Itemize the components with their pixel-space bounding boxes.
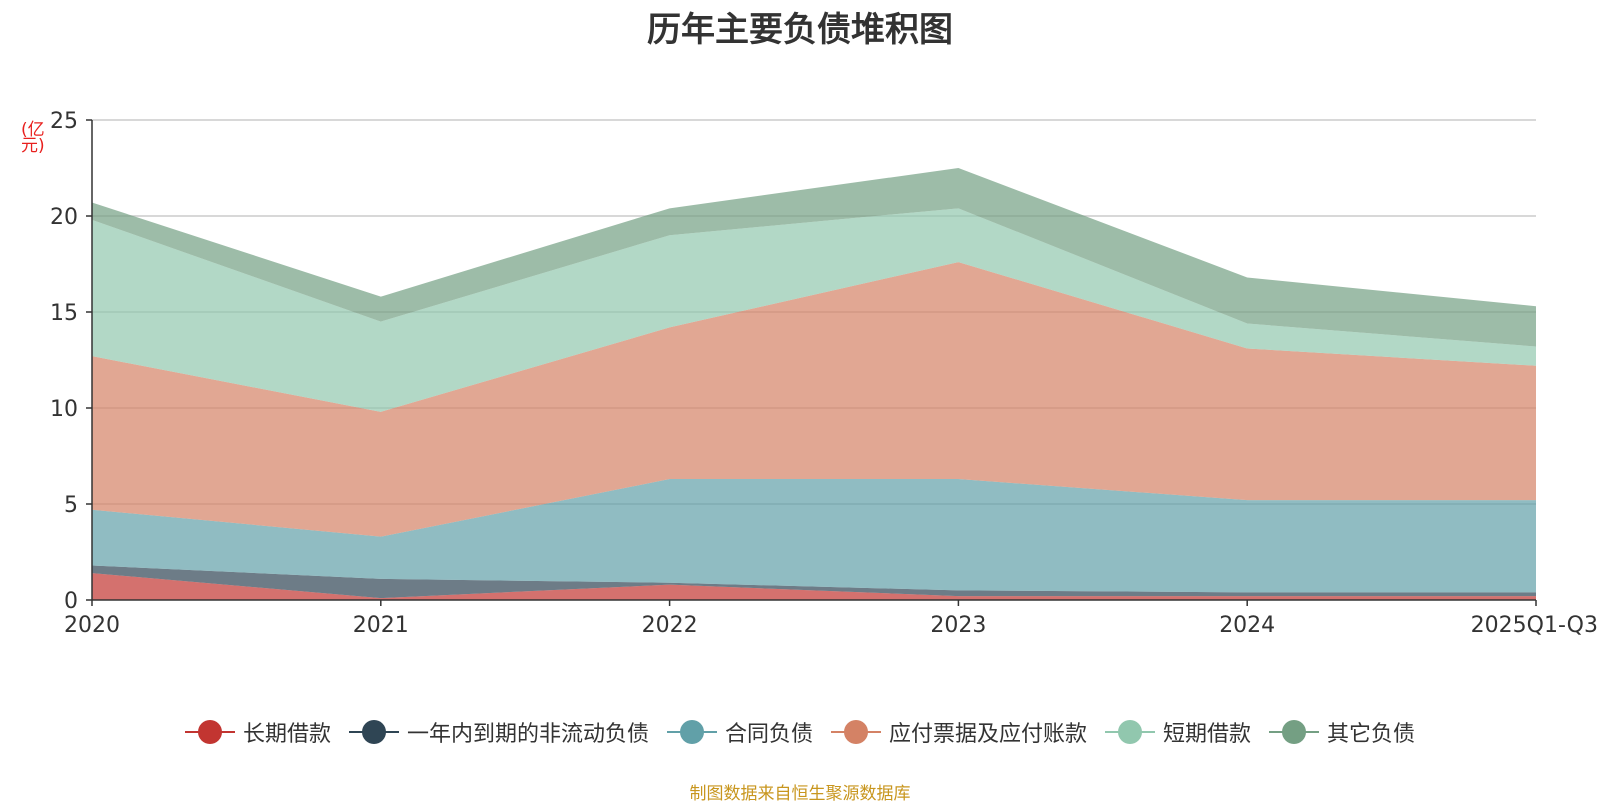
legend-label: 短期借款 xyxy=(1163,722,1252,747)
area-series-3 xyxy=(92,262,1536,537)
y-tick-label-0: 0 xyxy=(64,589,78,614)
y-tick-label-10: 10 xyxy=(50,397,78,422)
legend-item-3[interactable]: 应付票据及应付账款 xyxy=(831,716,1087,748)
x-tick-label-0: 2020 xyxy=(64,613,120,638)
area-series-1 xyxy=(92,565,1536,599)
legend-item-1[interactable]: 一年内到期的非流动负债 xyxy=(348,716,649,748)
area-series-5 xyxy=(92,168,1536,347)
legend-marker-icon xyxy=(184,720,235,744)
x-tick-label-1: 2021 xyxy=(353,613,409,638)
legend-marker-icon xyxy=(831,720,881,744)
legend-item-5[interactable]: 其它负债 xyxy=(1269,716,1415,748)
y-tick-label-20: 20 xyxy=(50,205,78,230)
y-tick-label-25: 25 xyxy=(50,109,78,134)
legend-label: 长期借款 xyxy=(242,722,331,747)
legend-label: 其它负债 xyxy=(1327,722,1416,747)
legend-marker-icon xyxy=(1269,720,1320,744)
y-axis-unit-label: (亿元) xyxy=(21,120,45,156)
source-note: 制图数据来自恒生聚源数据库 xyxy=(689,784,911,804)
area-series xyxy=(92,168,1536,600)
legend-label: 一年内到期的非流动负债 xyxy=(406,722,649,747)
y-tick-label-15: 15 xyxy=(50,301,78,326)
x-tick-label-2: 2022 xyxy=(642,613,698,638)
legend-label: 合同负债 xyxy=(724,722,813,747)
legend-item-4[interactable]: 短期借款 xyxy=(1105,716,1251,748)
x-tick-label-4: 2024 xyxy=(1219,613,1275,638)
y-tick-label-5: 5 xyxy=(64,493,78,518)
axes: 0 5 10 15 20 25 2020 2021 2022 2023 2024 2025Q1-Q3 xyxy=(50,109,1598,638)
legend-marker-icon xyxy=(348,720,399,744)
legend: 长期借款 一年内到期的非流动负债 合同负债 应付票据及应付账款 短期借款 其它负债 xyxy=(0,716,1600,748)
legend-marker-icon xyxy=(666,720,717,744)
area-series-0 xyxy=(92,573,1536,600)
area-series-4 xyxy=(92,208,1536,412)
legend-label: 应付票据及应付账款 xyxy=(889,722,1088,747)
legend-marker-icon xyxy=(1105,720,1156,744)
chart-title: 历年主要负债堆积图 xyxy=(647,10,953,50)
legend-item-0[interactable]: 长期借款 xyxy=(184,716,331,748)
area-series-2 xyxy=(92,479,1536,593)
legend-item-2[interactable]: 合同负债 xyxy=(666,716,813,748)
x-tick-label-3: 2023 xyxy=(930,613,986,638)
x-tick-label-5: 2025Q1-Q3 xyxy=(1471,613,1598,638)
